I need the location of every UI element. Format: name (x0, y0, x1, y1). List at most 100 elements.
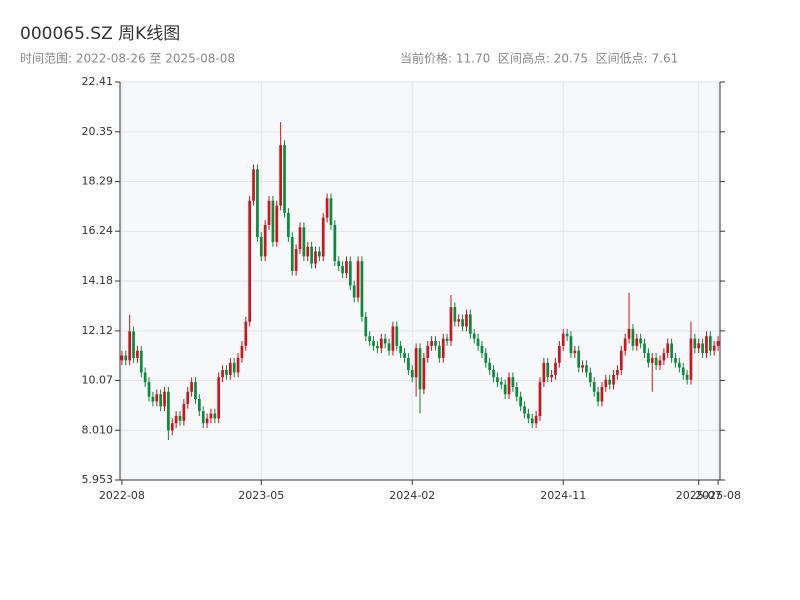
chart-title: 000065.SZ 周K线图 (20, 24, 180, 44)
candle-body (577, 350, 581, 368)
candle-body (499, 382, 503, 385)
candle-body (228, 362, 232, 375)
y-tick-label: 10.07 (82, 373, 114, 386)
candle-body (662, 353, 666, 361)
candle-body (573, 350, 577, 354)
candle-body (240, 345, 244, 358)
candle-body (186, 391, 190, 404)
y-tick-label: 16.24 (82, 224, 114, 237)
candle-body (217, 377, 221, 419)
candle-body (507, 377, 511, 395)
candle-body (314, 251, 317, 264)
candle-body (426, 345, 430, 358)
candle-body (515, 386, 519, 397)
candle-body (399, 345, 402, 354)
candle-body (635, 338, 639, 346)
candle-body (360, 261, 364, 317)
candle-body (592, 382, 596, 392)
candle-body (523, 406, 526, 414)
candle-body (647, 353, 650, 363)
candle-body (612, 374, 615, 385)
x-tick-label: 2024-02 (389, 489, 435, 502)
candle-body (290, 237, 294, 271)
candle-body (414, 348, 418, 378)
candle-body (496, 377, 499, 383)
candle-body (163, 391, 166, 407)
candle-body (581, 365, 584, 368)
candle-body (681, 367, 685, 375)
candle-body (341, 266, 344, 274)
candle-body (527, 413, 530, 419)
candle-body (352, 285, 356, 298)
candle-body (465, 314, 468, 327)
candle-body (124, 355, 128, 361)
candle-body (689, 338, 693, 380)
candle-body (631, 328, 635, 346)
candle-body (294, 249, 298, 271)
candle-body (530, 418, 534, 424)
candle-body (658, 360, 662, 366)
candle-body (410, 370, 414, 378)
y-tick-label: 20.35 (82, 125, 114, 138)
candle-body (585, 365, 588, 373)
candle-body (453, 307, 457, 322)
candle-body (236, 357, 240, 373)
candle-body (139, 350, 143, 373)
candle-body (190, 382, 193, 392)
candle-body (201, 411, 205, 424)
candle-body (325, 198, 329, 218)
candle-body (639, 338, 642, 344)
candle-body (194, 382, 197, 400)
candle-body (368, 336, 372, 342)
candle-body (678, 362, 681, 368)
candle-body (403, 353, 406, 358)
candle-body (395, 326, 399, 346)
y-tick-label: 8.010 (82, 423, 114, 436)
candle-body (650, 357, 654, 363)
candle-body (449, 307, 453, 342)
candle-body (263, 224, 267, 257)
candle-body (267, 200, 271, 225)
candle-body (283, 145, 286, 213)
candle-body (716, 341, 720, 346)
candle-body (248, 200, 252, 322)
candle-body (310, 246, 313, 264)
candle-body (143, 372, 147, 383)
candle-body (670, 343, 673, 358)
candle-body (588, 372, 592, 383)
candle-body (383, 338, 387, 344)
candle-body (244, 321, 248, 346)
candle-body (348, 261, 352, 286)
candle-body (128, 331, 132, 361)
candle-body (492, 370, 495, 378)
candle-body (472, 333, 476, 339)
candle-body (418, 348, 422, 390)
candle-body (461, 319, 464, 327)
candle-body (708, 336, 712, 351)
candle-body (569, 336, 573, 354)
candle-body (225, 370, 228, 375)
candle-body (538, 382, 542, 416)
candle-body (209, 413, 213, 419)
candle-body (438, 345, 441, 358)
candle-body (271, 200, 275, 242)
candle-body (279, 145, 282, 206)
candle-body (441, 338, 445, 358)
candle-body (205, 418, 209, 424)
candle-body (480, 345, 484, 354)
x-tick-label: 2024-11 (540, 489, 586, 502)
candle-body (627, 328, 631, 339)
candle-body (321, 217, 325, 257)
candle-body (554, 362, 557, 375)
candle-body (132, 331, 135, 358)
candle-body (674, 357, 677, 363)
candle-body (558, 345, 561, 363)
candle-body (561, 333, 565, 346)
candle-body (600, 386, 604, 402)
candle-body (519, 396, 522, 407)
candle-body (546, 362, 550, 378)
candle-body (476, 338, 480, 346)
candle-body (159, 394, 162, 407)
